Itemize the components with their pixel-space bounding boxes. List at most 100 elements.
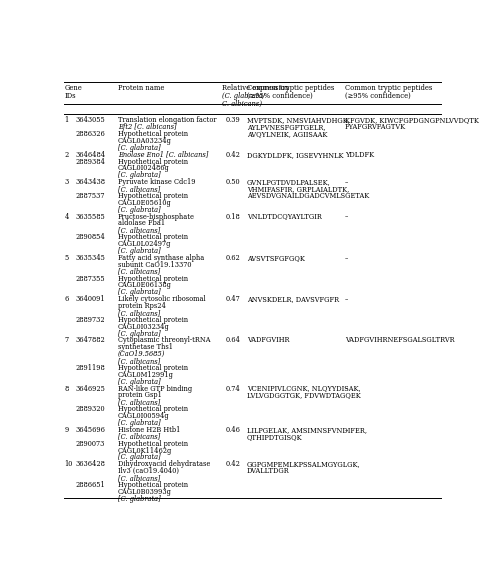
Text: synthetase Ths1: synthetase Ths1 [118, 343, 173, 351]
Text: CAGL0K11462g: CAGL0K11462g [118, 446, 172, 455]
Text: VNLDTDCQYAYLTGIR: VNLDTDCQYAYLTGIR [246, 212, 322, 221]
Text: AYLPVNESFGFTGELR,: AYLPVNESFGFTGELR, [246, 123, 325, 131]
Text: CAGL0E05610g: CAGL0E05610g [118, 199, 171, 207]
Text: [C. glabrata]: [C. glabrata] [118, 378, 161, 386]
Text: [C. albicans]: [C. albicans] [118, 185, 160, 193]
Text: DGKYDLDFK, IGSEVYHNLK: DGKYDLDFK, IGSEVYHNLK [246, 151, 343, 159]
Text: Relative expression: Relative expression [222, 84, 289, 91]
Text: Hypothetical protein: Hypothetical protein [118, 157, 188, 166]
Text: VADFGVIHRNEFSGALSGLTRVR: VADFGVIHRNEFSGALSGLTRVR [345, 336, 455, 345]
Text: –: – [345, 178, 348, 186]
Text: 3635585: 3635585 [76, 212, 106, 221]
Text: Pyruvate kinase Cdc19: Pyruvate kinase Cdc19 [118, 178, 195, 186]
Text: [C. glabrata]: [C. glabrata] [118, 247, 161, 255]
Text: aldolase Fba1: aldolase Fba1 [118, 219, 165, 228]
Text: 3646484: 3646484 [76, 151, 106, 159]
Text: 6: 6 [64, 295, 69, 303]
Text: MVPTSDK, NMSVIAHVDHGK,: MVPTSDK, NMSVIAHVDHGK, [246, 116, 350, 124]
Text: Hypothetical protein: Hypothetical protein [118, 405, 188, 413]
Text: 2889320: 2889320 [76, 405, 106, 413]
Text: Protein name: Protein name [118, 84, 164, 91]
Text: [C. glabrata]: [C. glabrata] [118, 206, 161, 214]
Text: Hypothetical protein: Hypothetical protein [118, 130, 188, 138]
Text: Translation elongation factor: Translation elongation factor [118, 116, 216, 124]
Text: Hypothetical protein: Hypothetical protein [118, 233, 188, 241]
Text: 3643055: 3643055 [76, 116, 106, 124]
Text: VHMIFASFIR, GRPLAIALDTK,: VHMIFASFIR, GRPLAIALDTK, [246, 185, 349, 193]
Text: KFGVDK, KIWCFGPDGNGPNLVVDQTK: KFGVDK, KIWCFGPDGNGPNLVVDQTK [345, 116, 479, 124]
Text: GVNLPGTDVDLPALSEK,: GVNLPGTDVDLPALSEK, [246, 178, 330, 186]
Text: 2887537: 2887537 [76, 192, 106, 200]
Text: FYAFGRVFAGTVK: FYAFGRVFAGTVK [345, 123, 406, 131]
Text: 2891198: 2891198 [76, 364, 106, 372]
Text: 2889732: 2889732 [76, 316, 106, 324]
Text: RAN-like GTP binding: RAN-like GTP binding [118, 384, 192, 393]
Text: IDs: IDs [64, 92, 76, 100]
Text: 0.42: 0.42 [226, 460, 241, 468]
Text: [C. albicans]: [C. albicans] [118, 267, 160, 276]
Text: CAGL0I02486g: CAGL0I02486g [118, 164, 169, 173]
Text: 2890073: 2890073 [76, 439, 105, 448]
Text: 7: 7 [64, 336, 69, 345]
Text: 3647882: 3647882 [76, 336, 106, 345]
Text: Gene: Gene [64, 84, 82, 91]
Text: [C. albicans]: [C. albicans] [118, 474, 160, 482]
Text: [C. glabrata]: [C. glabrata] [118, 453, 161, 461]
Text: ANVSKDELR, DAVSVFGFR: ANVSKDELR, DAVSVFGFR [246, 295, 339, 303]
Text: AVQYLNEIK, AGIISAAK: AVQYLNEIK, AGIISAAK [246, 130, 327, 138]
Text: –: – [345, 295, 348, 303]
Text: 3635345: 3635345 [76, 254, 106, 262]
Text: 3643438: 3643438 [76, 178, 106, 186]
Text: CAGL0B03993g: CAGL0B03993g [118, 488, 171, 496]
Text: Hypothetical protein: Hypothetical protein [118, 192, 188, 200]
Text: AEVSDVGNAILDGADCVMLSGETAK: AEVSDVGNAILDGADCVMLSGETAK [246, 192, 369, 200]
Text: 4: 4 [64, 212, 69, 221]
Text: GGPGMPEMLKPSSALMGYGLGK,: GGPGMPEMLKPSSALMGYGLGK, [246, 460, 360, 468]
Text: 0.39: 0.39 [226, 116, 241, 124]
Text: 3645696: 3645696 [76, 426, 106, 434]
Text: [C. glabrata]: [C. glabrata] [118, 419, 161, 427]
Text: 1: 1 [64, 116, 69, 124]
Text: CAGL0E06138g: CAGL0E06138g [118, 281, 171, 290]
Text: (≥95% confidence): (≥95% confidence) [345, 92, 410, 100]
Text: 2887355: 2887355 [76, 274, 106, 283]
Text: 0.50: 0.50 [226, 178, 241, 186]
Text: Fructose-bisphosphate: Fructose-bisphosphate [118, 212, 195, 221]
Text: CAGL0L02497g: CAGL0L02497g [118, 240, 171, 248]
Text: Histone H2B Htb1: Histone H2B Htb1 [118, 426, 180, 434]
Text: Common tryptic peptides: Common tryptic peptides [246, 84, 334, 91]
Text: 2890854: 2890854 [76, 233, 106, 241]
Text: VCENIPIVLCGNK, NLQYYDISAK,: VCENIPIVLCGNK, NLQYYDISAK, [246, 384, 360, 393]
Text: [C. glabrata]: [C. glabrata] [118, 288, 161, 296]
Text: Common tryptic peptides: Common tryptic peptides [345, 84, 432, 91]
Text: 9: 9 [64, 426, 69, 434]
Text: AVSVTSFGFGQK: AVSVTSFGFGQK [246, 254, 304, 262]
Text: Hypothetical protein: Hypothetical protein [118, 316, 188, 324]
Text: (≥95% confidence): (≥95% confidence) [246, 92, 312, 100]
Text: protein Gsp1: protein Gsp1 [118, 391, 162, 400]
Text: Cytoplasmic threonyl-tRNA: Cytoplasmic threonyl-tRNA [118, 336, 210, 345]
Text: –: – [345, 426, 348, 434]
Text: Likely cytosolic ribosomal: Likely cytosolic ribosomal [118, 295, 205, 303]
Text: 5: 5 [64, 254, 69, 262]
Text: Hypothetical protein: Hypothetical protein [118, 364, 188, 372]
Text: [C. albicans]: [C. albicans] [118, 433, 160, 441]
Text: QTHIPDTGISQK: QTHIPDTGISQK [246, 433, 302, 441]
Text: 0.18: 0.18 [226, 212, 241, 221]
Text: 2886651: 2886651 [76, 481, 106, 489]
Text: [C. albicans]: [C. albicans] [118, 226, 160, 234]
Text: (CaO19.5685): (CaO19.5685) [118, 350, 165, 358]
Text: Eft2 [C. albicans]: Eft2 [C. albicans] [118, 123, 176, 131]
Text: Ilv3 (caO19.4040): Ilv3 (caO19.4040) [118, 467, 179, 475]
Text: Enolase Eno1 [C. albicans]: Enolase Eno1 [C. albicans] [118, 151, 208, 159]
Text: 3: 3 [64, 178, 69, 186]
Text: Hypothetical protein: Hypothetical protein [118, 439, 188, 448]
Text: CAGL0A03234g: CAGL0A03234g [118, 137, 171, 145]
Text: 0.46: 0.46 [226, 426, 241, 434]
Text: –: – [345, 212, 348, 221]
Text: C. albicans): C. albicans) [222, 100, 262, 108]
Text: CAGL0I03234g: CAGL0I03234g [118, 323, 169, 331]
Text: LILPGELAK, AMSIMNSFVNDIFER,: LILPGELAK, AMSIMNSFVNDIFER, [246, 426, 367, 434]
Text: [C. glabrata]: [C. glabrata] [118, 171, 161, 179]
Text: 0.62: 0.62 [226, 254, 241, 262]
